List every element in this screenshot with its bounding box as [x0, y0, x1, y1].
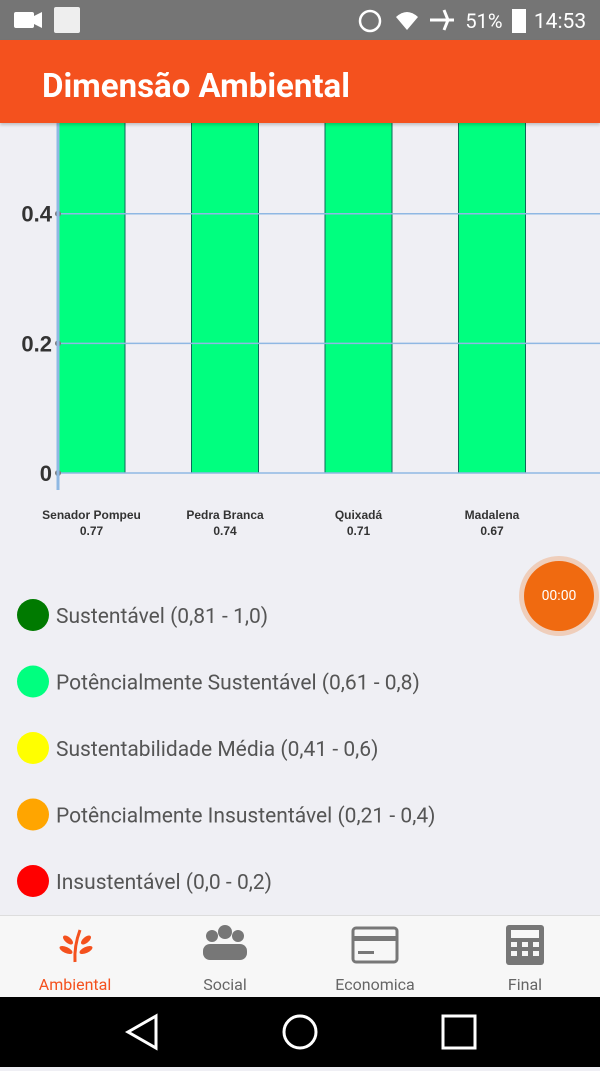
legend-swatch [17, 798, 49, 831]
bar [57, 123, 126, 473]
y-tick-label: 0 [40, 461, 52, 486]
status-icons: 51% 14:53 [14, 7, 586, 34]
app-bar: Dimensão Ambiental [0, 40, 600, 123]
value-label: 0.67 [480, 524, 504, 538]
economica-icon [351, 926, 399, 964]
legend-label: Potêncialmente Insustentável (0,21 - 0,4… [56, 805, 435, 829]
nav-label[interactable]: Final [508, 975, 542, 994]
system-nav [0, 997, 600, 1067]
legend-label: Potêncialmente Sustentável (0,61 - 0,8) [56, 672, 420, 696]
legend-swatch [17, 665, 49, 698]
clock: 14:53 [534, 10, 586, 34]
home-button[interactable] [282, 1014, 318, 1050]
legend-label: Sustentável (0,81 - 1,0) [56, 605, 268, 629]
bottom-nav: Ambiental Social Economica Final [0, 915, 600, 998]
x-tick-label: Senador Pompeu [42, 508, 141, 522]
battery-level: 51% [465, 9, 502, 33]
x-tick-label: Madalena [465, 508, 520, 522]
value-label: 0.74 [213, 524, 237, 538]
plot-area [57, 123, 526, 473]
legend: Sustentável (0,81 - 1,0) Potêncialmente S… [17, 599, 435, 897]
nav-label[interactable]: Economica [335, 975, 414, 994]
chart: Senador Pompeu 0.77 Pedra Branca 0.74 Quixad… [21, 123, 600, 538]
nav-label[interactable]: Ambiental [39, 975, 112, 994]
x-tick-label: Quixadá [335, 508, 383, 522]
legend-swatch [17, 599, 49, 631]
bar [324, 123, 393, 473]
legend-label: Sustentabilidade Média (0,41 - 0,6) [56, 738, 378, 762]
y-tick-label: 0.2 [21, 331, 52, 356]
bar [458, 123, 526, 473]
back-button[interactable] [124, 1013, 158, 1051]
nav-label[interactable]: Social [203, 975, 246, 994]
timer-button[interactable]: 00:00 [524, 561, 594, 631]
value-label: 0.77 [80, 524, 104, 538]
app-title: Dimensão Ambiental [42, 67, 350, 106]
x-tick-label: Pedra Branca [186, 508, 264, 522]
nav-bar: Ambiental Social Economica Final [39, 925, 544, 994]
final-icon [506, 925, 544, 965]
bar [191, 123, 259, 473]
system-buttons [124, 1013, 477, 1051]
legend-label: Insustentável (0,0 - 0,2) [56, 871, 272, 895]
ambiental-icon [59, 929, 93, 963]
value-label: 0.71 [347, 524, 371, 538]
status-bar: 51% 14:53 [0, 0, 600, 40]
legend-swatch [17, 732, 49, 764]
social-icon [203, 925, 247, 960]
y-tick-label: 0.4 [21, 202, 52, 227]
legend-swatch [17, 865, 49, 897]
recents-button[interactable] [441, 1014, 477, 1050]
